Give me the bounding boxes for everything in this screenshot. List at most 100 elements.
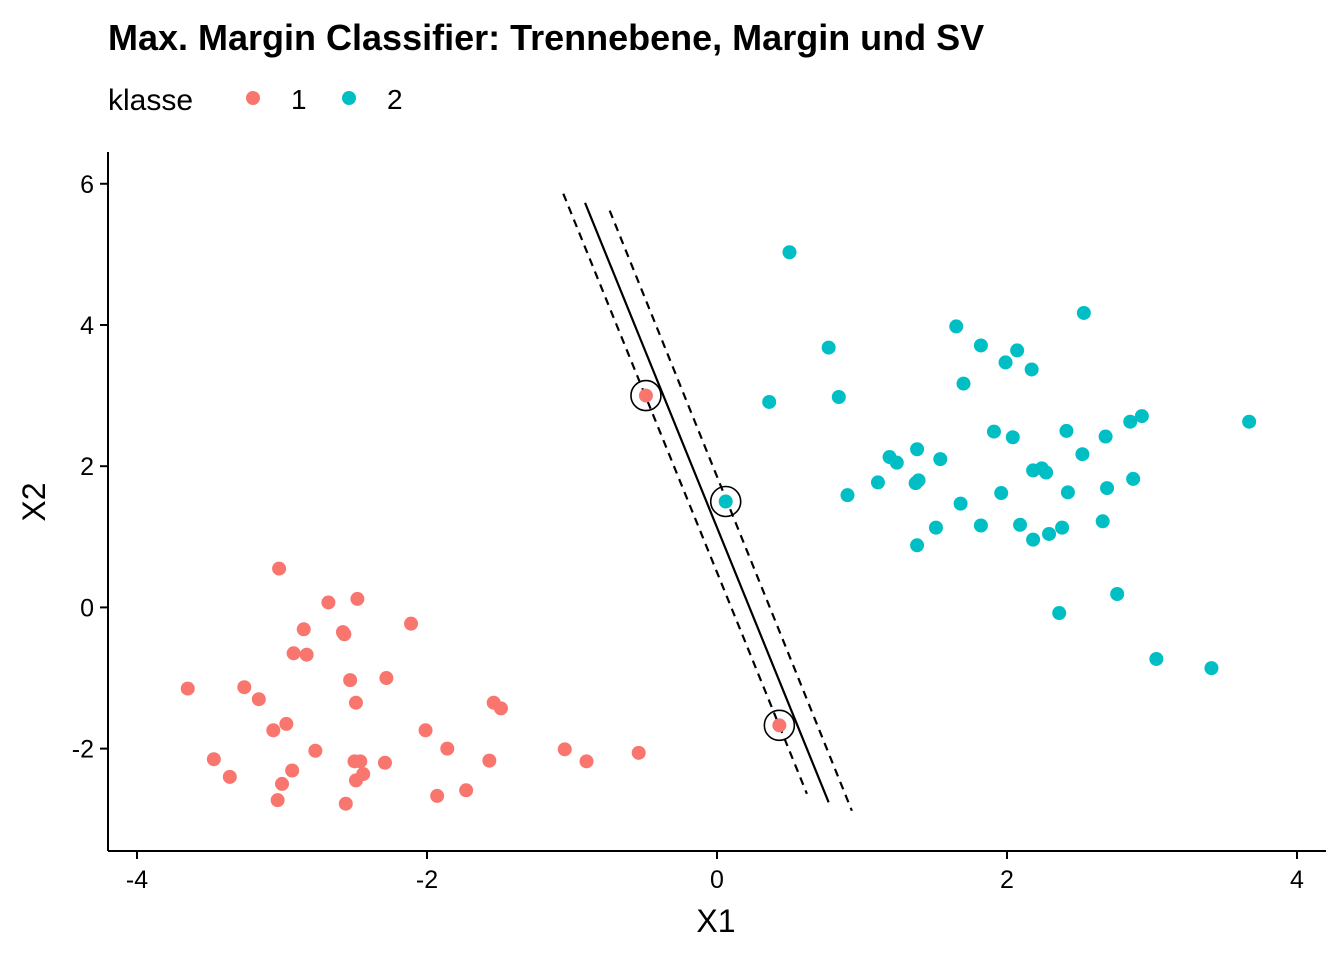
data-point-class-2-25 <box>1039 465 1054 480</box>
data-point-class-1-11 <box>251 692 266 707</box>
legend: klasse 1 2 <box>108 84 403 117</box>
data-point-class-1-10 <box>237 680 252 695</box>
data-point-class-2-37 <box>973 518 988 533</box>
data-point-class-2-32 <box>840 488 855 503</box>
data-point-class-2-36 <box>928 520 943 535</box>
data-point-class-1-38 <box>631 745 646 760</box>
data-point-class-1-22 <box>206 752 221 767</box>
x-tick-label-3: 2 <box>1000 866 1014 894</box>
data-point-class-2-30 <box>1100 481 1115 496</box>
data-point-class-1-13 <box>348 695 363 710</box>
data-point-class-1-17 <box>279 716 294 731</box>
support-vector-ring-2 <box>709 485 742 518</box>
data-point-class-2-14 <box>986 424 1001 439</box>
data-point-class-2-9 <box>831 390 846 405</box>
data-point-class-1-25 <box>377 755 392 770</box>
data-point-class-2-41 <box>1042 526 1057 541</box>
data-point-class-1-33 <box>459 783 474 798</box>
x-tick-label-1: -2 <box>416 866 438 894</box>
data-point-class-2-28 <box>911 473 926 488</box>
data-point-class-1-6 <box>404 616 419 631</box>
data-point-class-1-30 <box>348 773 363 788</box>
legend-label-class-2: 2 <box>387 84 403 115</box>
data-point-class-1-36 <box>557 742 572 757</box>
data-point-class-2-17 <box>1098 429 1113 444</box>
data-point-class-2-47 <box>1204 661 1219 676</box>
data-point-class-2-45 <box>1052 606 1067 621</box>
plot-area <box>180 193 1257 812</box>
data-point-class-1-3 <box>296 622 311 637</box>
data-point-class-2-43 <box>910 538 925 553</box>
data-point-class-1-20 <box>308 743 323 758</box>
data-point-class-2-10 <box>762 394 777 409</box>
data-point-class-1-34 <box>270 793 285 808</box>
support-vector-ring-3 <box>763 709 796 742</box>
data-point-class-2-6 <box>998 355 1013 370</box>
data-point-class-1-24 <box>353 754 368 769</box>
data-point-class-2-21 <box>889 455 904 470</box>
data-point-class-2-46 <box>1149 651 1164 666</box>
data-point-class-2-42 <box>1026 532 1041 547</box>
data-point-class-1-21 <box>440 741 455 756</box>
data-point-class-1-9 <box>180 681 195 696</box>
legend-marker-class-2 <box>342 91 356 105</box>
data-point-class-1-1 <box>321 595 336 610</box>
data-point-class-2-15 <box>1005 430 1020 445</box>
data-point-class-2-34 <box>1060 485 1075 500</box>
data-point-class-1-40 <box>772 718 787 733</box>
hyperplane-line <box>584 202 830 803</box>
y-axis-title: X2 <box>16 482 52 521</box>
data-point-class-2-22 <box>1075 447 1090 462</box>
data-point-class-2-39 <box>1055 520 1070 535</box>
data-point-class-2-31 <box>718 494 733 509</box>
data-point-class-1-32 <box>430 788 445 803</box>
y-tick-label-4: 6 <box>80 171 94 199</box>
x-axis-title: X1 <box>696 903 735 939</box>
data-point-class-2-0 <box>782 245 797 260</box>
axes: -4 -2 0 2 4 -2 0 2 4 6 <box>72 152 1326 894</box>
x-tick-label-2: 0 <box>710 866 724 894</box>
data-point-class-1-8 <box>299 647 314 662</box>
data-point-class-1-12 <box>343 673 358 688</box>
data-point-class-2-29 <box>1126 471 1141 486</box>
data-point-class-2-19 <box>933 452 948 467</box>
data-point-class-2-40 <box>1095 514 1110 529</box>
data-point-class-2-18 <box>910 442 925 457</box>
data-point-class-2-7 <box>1024 362 1039 377</box>
data-point-class-1-27 <box>285 763 300 778</box>
data-point-class-1-5 <box>337 627 352 642</box>
data-point-class-1-35 <box>338 796 353 811</box>
data-point-class-2-13 <box>1123 414 1138 429</box>
y-tick-label-0: -2 <box>72 736 94 764</box>
data-point-class-2-1 <box>1076 305 1091 320</box>
data-point-class-2-26 <box>870 475 885 490</box>
chart-title: Max. Margin Classifier: Trennebene, Marg… <box>108 17 984 58</box>
data-point-class-2-44 <box>1110 586 1125 601</box>
data-point-class-1-19 <box>418 723 433 738</box>
y-tick-label-2: 2 <box>80 453 94 481</box>
data-point-class-1-29 <box>222 769 237 784</box>
margin-line-2 <box>608 210 853 812</box>
data-point-class-2-2 <box>949 319 964 334</box>
legend-title: klasse <box>108 84 193 117</box>
data-point-class-2-3 <box>821 340 836 355</box>
data-point-class-1-14 <box>379 671 394 686</box>
margin-line-1 <box>562 193 808 795</box>
data-point-class-2-4 <box>973 338 988 353</box>
data-point-class-1-31 <box>275 776 289 791</box>
data-point-class-2-5 <box>1010 343 1025 358</box>
data-point-class-2-8 <box>956 376 971 391</box>
data-point-class-2-33 <box>994 486 1009 501</box>
data-point-class-1-26 <box>482 753 497 768</box>
y-tick-label-3: 4 <box>80 312 94 340</box>
legend-label-class-1: 1 <box>291 84 307 115</box>
x-tick-label-0: -4 <box>126 866 148 894</box>
data-point-class-2-16 <box>1059 423 1074 438</box>
support-vector-ring-1 <box>630 379 662 412</box>
legend-marker-class-1 <box>246 91 260 105</box>
data-point-class-1-0 <box>272 561 287 576</box>
data-point-class-1-7 <box>286 646 301 661</box>
data-point-class-1-37 <box>579 754 594 769</box>
x-tick-label-4: 4 <box>1290 866 1304 894</box>
